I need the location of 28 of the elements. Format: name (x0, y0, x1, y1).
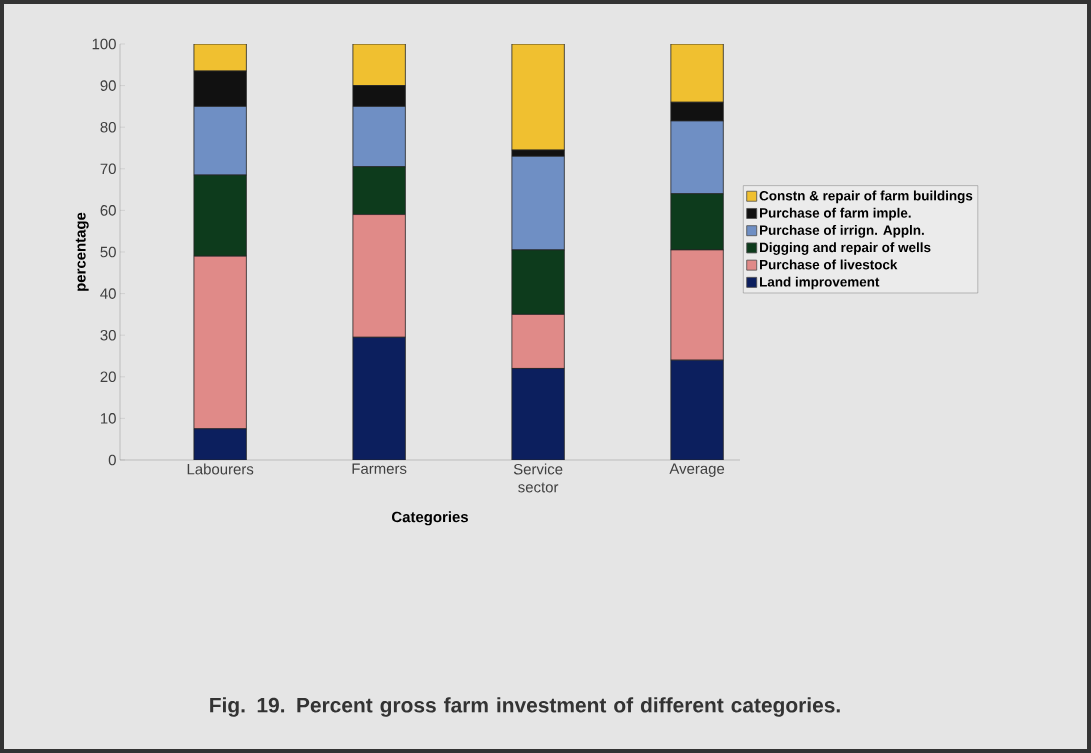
legend-label: Land improvement (760, 276, 880, 290)
legend-label: Purchase of irrign. Appln. (760, 225, 924, 238)
y-tick-label: 40 (100, 288, 116, 299)
y-axis-title: percentage (75, 212, 89, 291)
x-tick-label: Average (669, 463, 725, 477)
legend-label: Digging and repair of wells (760, 242, 931, 255)
x-axis-title: Categories (391, 511, 468, 526)
y-tick-label: 10 (101, 413, 116, 424)
y-tick-label: 90 (100, 80, 116, 91)
legend-label: Purchase of livestock (760, 259, 898, 270)
legend-label: Constn & repair of farm buildings (759, 190, 973, 204)
y-tick-label: 80 (100, 121, 116, 133)
bar (193, 428, 247, 460)
bar (352, 336, 406, 460)
y-tick-label: 20 (100, 371, 116, 383)
y-tick-label: 30 (100, 329, 116, 341)
text: Fig. 19. Percent gross farm investment of different categories. (210, 697, 840, 717)
y-tick-label: 70 (100, 163, 116, 175)
y-tick-label: 100 (92, 38, 116, 50)
x-tick-label: Farmers (352, 463, 407, 474)
y-tick-label: 50 (100, 246, 116, 258)
bar (511, 368, 565, 460)
x-tick-label: Labourers (187, 463, 254, 475)
y-tick-label: 60 (100, 205, 116, 216)
bar (670, 359, 724, 460)
y-tick-label: 0 (108, 454, 116, 466)
legend-label: Purchase of farm imple. (760, 207, 911, 221)
x-tick-label: Service sector (513, 463, 563, 493)
